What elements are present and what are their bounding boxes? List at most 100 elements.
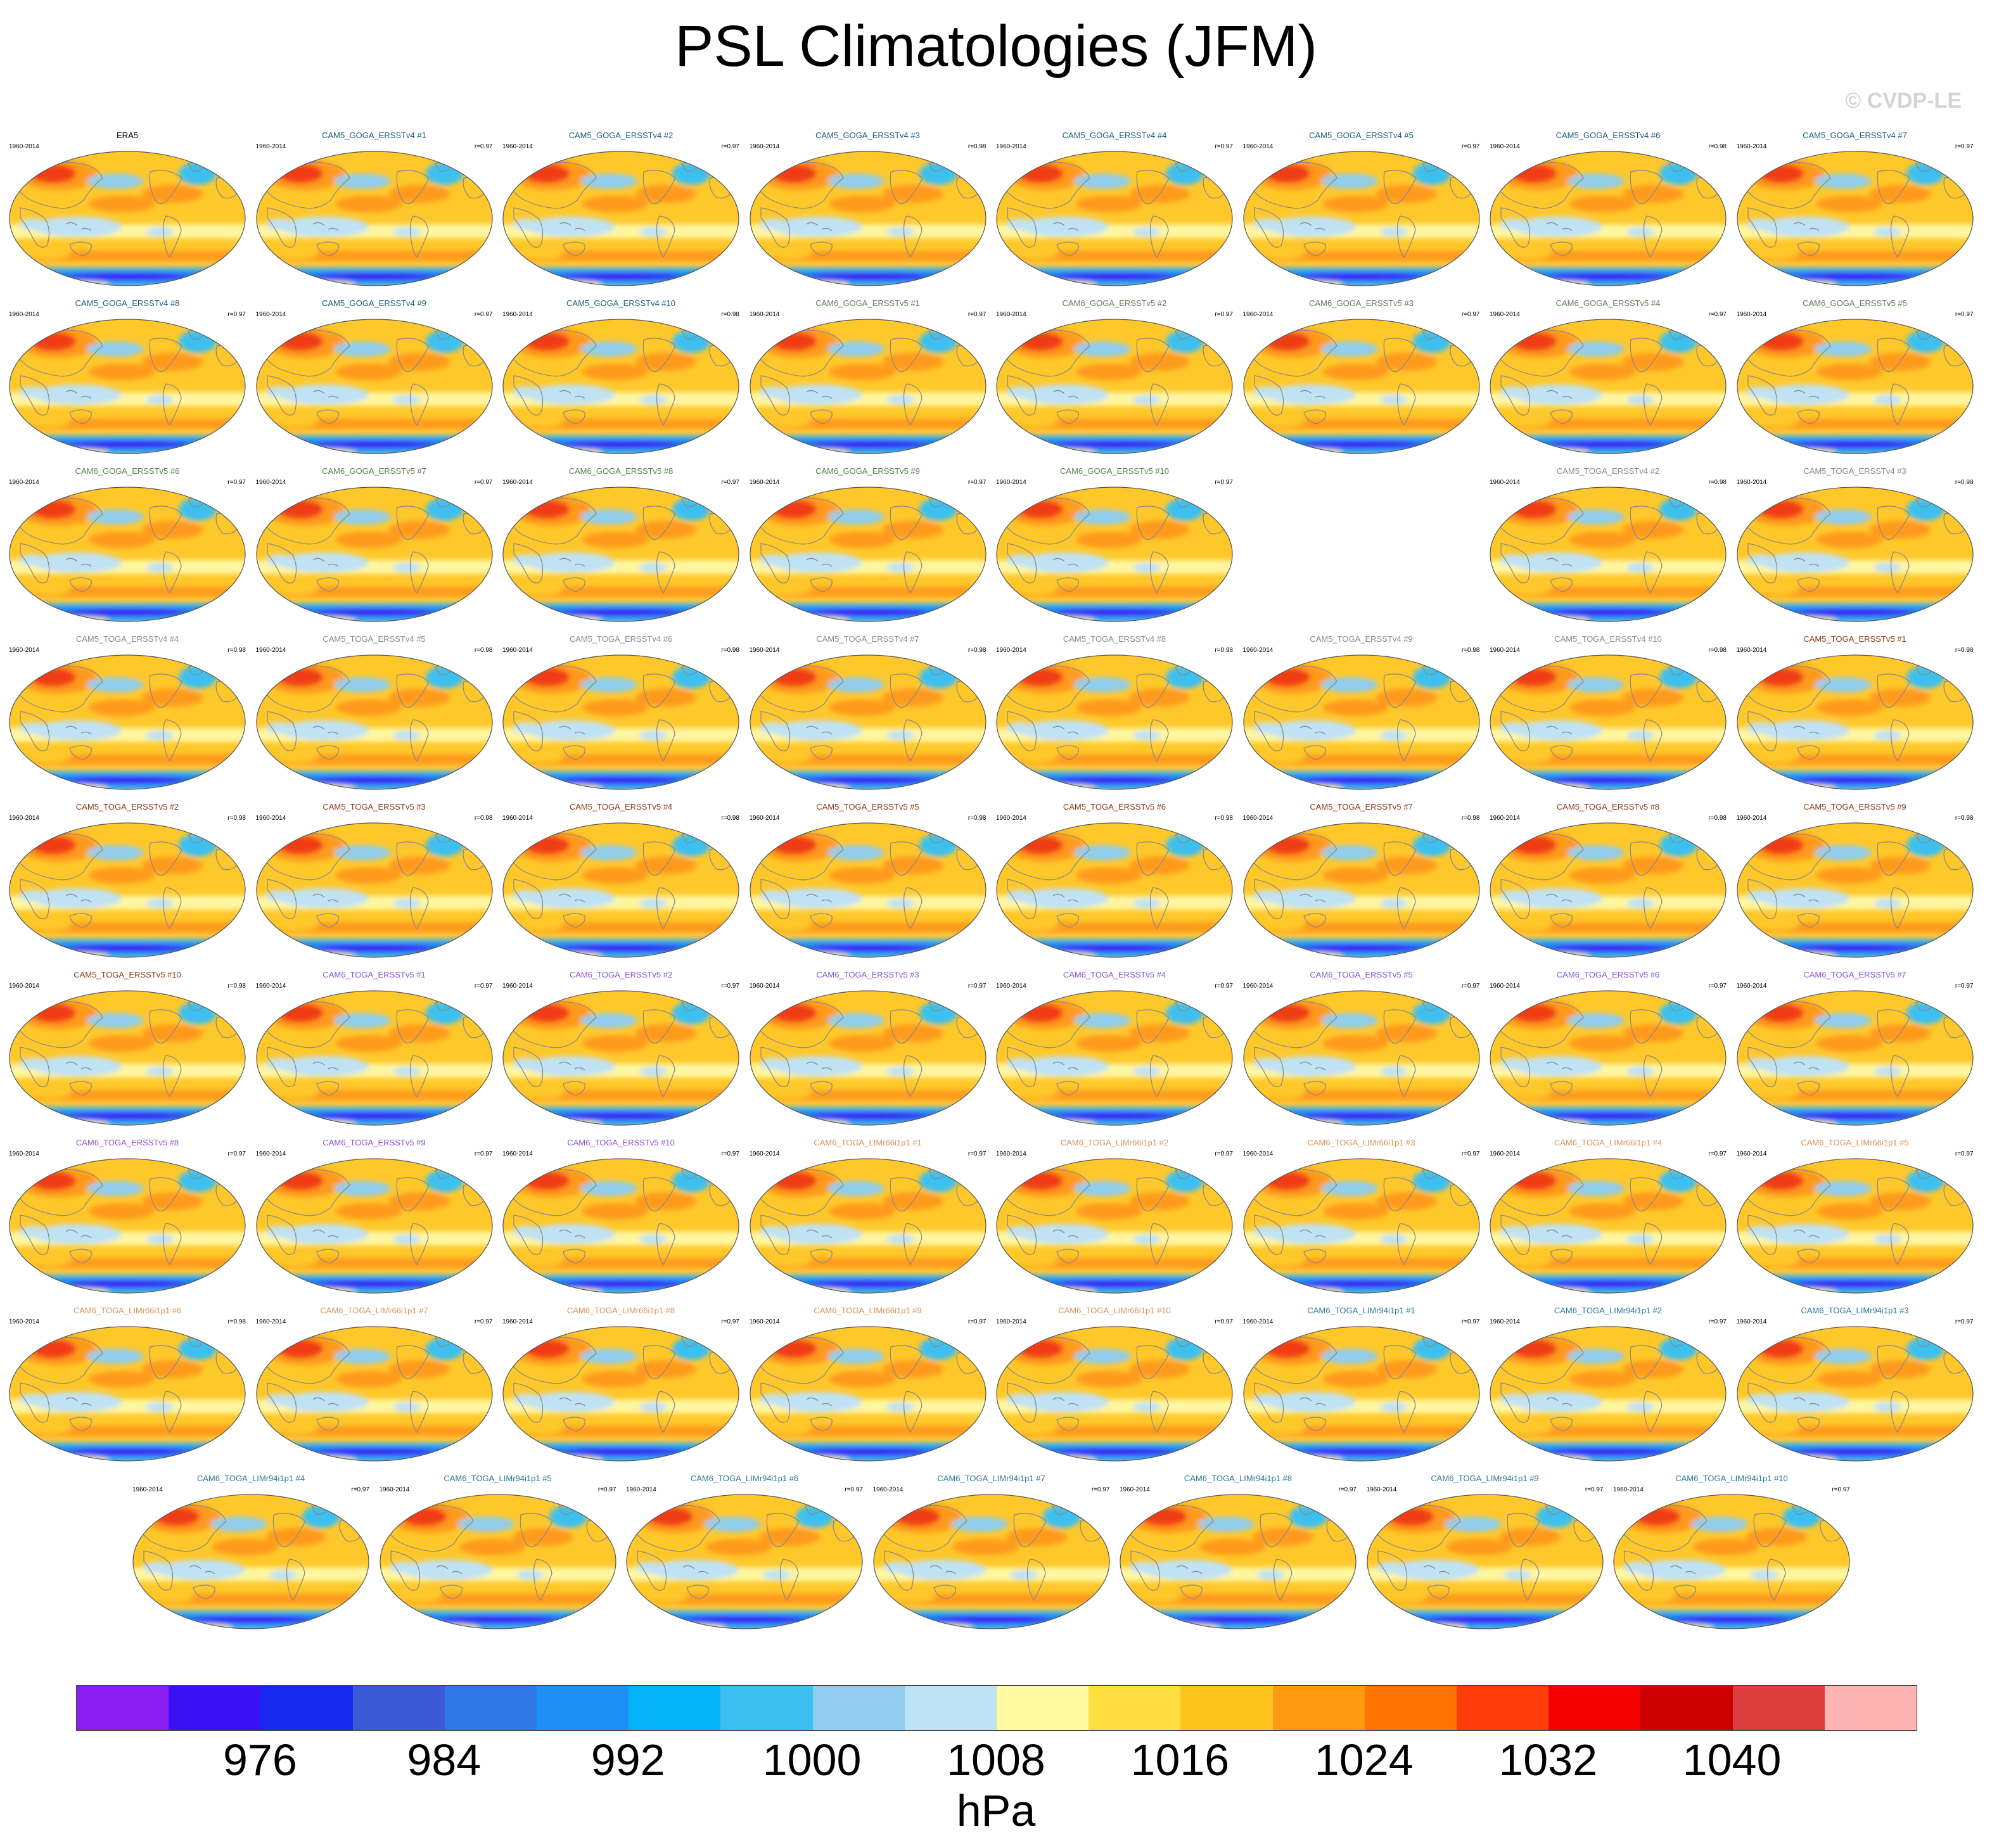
colorbar-swatch [77,1686,169,1730]
panel-period: 1960-2014 [1736,983,1767,990]
panel-correlation: r=0.97 [1708,1150,1727,1157]
pressure-field [10,151,245,286]
robinson-map [996,487,1233,622]
robinson-map [9,990,246,1126]
icelandic-low [672,666,710,689]
pacific-high [1569,1371,1635,1387]
african-low [265,1394,294,1405]
map-border [1613,1494,1850,1629]
icelandic-low [919,162,957,185]
map-panel: CAM6_TOGA_ERSSTv5 #7 1960-2014 r=0.97 [1733,970,1977,1131]
pacific-high [829,1203,895,1220]
pressure-field [256,1327,492,1461]
pressure-field [750,1327,986,1461]
colorbar-swatch [1180,1686,1273,1730]
warm-pool-low [527,888,615,908]
map-border [996,822,1233,958]
siberian-high [1758,836,1804,855]
siberian-high [277,668,323,687]
siberian-high [1758,164,1804,183]
indian-ocean-high [1501,921,1552,931]
panel-title: CAM6_TOGA_ERSSTv5 #5 [1310,970,1413,979]
panel-title: CAM5_GOGA_ERSSTv4 #5 [1309,131,1414,140]
indian-ocean-high [267,921,318,931]
map-panel: CAM6_TOGA_LIMr66i1p1 #5 1960-2014 r=0.97 [1733,1138,1977,1299]
icelandic-low [425,1337,464,1360]
warm-pool-low [773,552,862,573]
amazon-low [886,898,914,908]
icelandic-low [1906,1169,1944,1192]
panel-title: CAM5_GOGA_ERSSTv4 #4 [1062,131,1167,140]
map-border [502,990,739,1126]
indian-ocean-high [1007,1088,1058,1099]
siberian-high [277,1339,323,1358]
siberian-high [1758,1004,1804,1023]
pacific-high [829,532,895,548]
aleutian-low [1567,174,1625,189]
pressure-field [503,319,739,454]
pressure-field [1737,1327,1973,1461]
circumpolar-low-core [811,776,926,784]
panel-period: 1960-2014 [996,815,1026,822]
panel-correlation: r=0.97 [1955,1150,1974,1157]
panel-period: 1960-2014 [749,1150,780,1157]
pacific-high [1076,867,1142,884]
panel-period: 1960-2014 [1490,983,1520,990]
aleutian-low [1567,845,1625,860]
indian-ocean-high [514,417,565,427]
panel-correlation: r=0.97 [1091,1486,1110,1493]
pacific-high [1322,364,1389,380]
siberian-high [154,1507,200,1526]
pressure-field [1490,991,1726,1125]
aleutian-low [1567,341,1625,357]
panel-title: CAM6_TOGA_ERSSTv5 #3 [816,970,919,979]
circumpolar-low-core [565,776,679,784]
siberian-high [1018,836,1063,855]
african-low [265,722,294,734]
map-border [9,319,246,454]
african-low [265,890,294,902]
siberian-high [1018,500,1063,519]
amazon-low [1133,1402,1161,1412]
map-border [996,487,1233,622]
map-border [1490,654,1727,790]
panel-title: CAM6_GOGA_ERSSTv5 #6 [75,466,180,476]
map-panel: CAM5_TOGA_ERSSTv5 #2 1960-2014 r=0.98 [5,802,250,964]
icelandic-low [1166,1169,1204,1192]
circumpolar-low-core [811,272,926,280]
pacific-high [1322,1371,1389,1387]
map-panel: CAM6_GOGA_ERSSTv5 #6 1960-2014 r=0.97 [5,466,250,628]
indian-ocean-high [760,1424,812,1434]
panel-period: 1960-2014 [255,983,286,990]
panel-period: 1960-2014 [749,983,780,990]
panel-title: CAM6_TOGA_ERSSTv5 #4 [1063,970,1166,979]
african-low [1253,219,1281,230]
panel-correlation: r=0.97 [1955,983,1974,990]
siberian-high [1264,1339,1310,1358]
panel-correlation: r=0.98 [1215,647,1233,654]
map-panel: CAM6_TOGA_LIMr66i1p1 #4 1960-2014 r=0.97 [1486,1138,1730,1299]
siberian-high [1018,164,1063,183]
indian-ocean-high [1007,921,1058,931]
map-panel: CAM6_TOGA_LIMr66i1p1 #6 1960-2014 r=0.98 [5,1306,250,1467]
indian-ocean-high [1254,1424,1305,1434]
icelandic-low [919,330,957,353]
robinson-map [9,151,246,286]
aleutian-low [1814,509,1872,525]
circumpolar-low-core [1798,1112,1913,1119]
panel-period: 1960-2014 [502,143,533,150]
aleutian-low [580,509,637,525]
panel-title: CAM6_TOGA_LIMr94i1p1 #10 [1675,1474,1788,1483]
robinson-map [1242,990,1480,1126]
panel-period: 1960-2014 [502,1318,533,1325]
pacific-high [829,1035,895,1052]
map-border [1736,319,1974,454]
pacific-high [1076,196,1142,212]
robinson-map [996,654,1233,790]
map-border [749,990,986,1126]
map-border [1736,822,1974,958]
warm-pool-low [1020,1392,1109,1412]
warm-pool-low [773,1056,862,1076]
pacific-high [335,364,402,380]
pressure-field [997,1159,1232,1293]
